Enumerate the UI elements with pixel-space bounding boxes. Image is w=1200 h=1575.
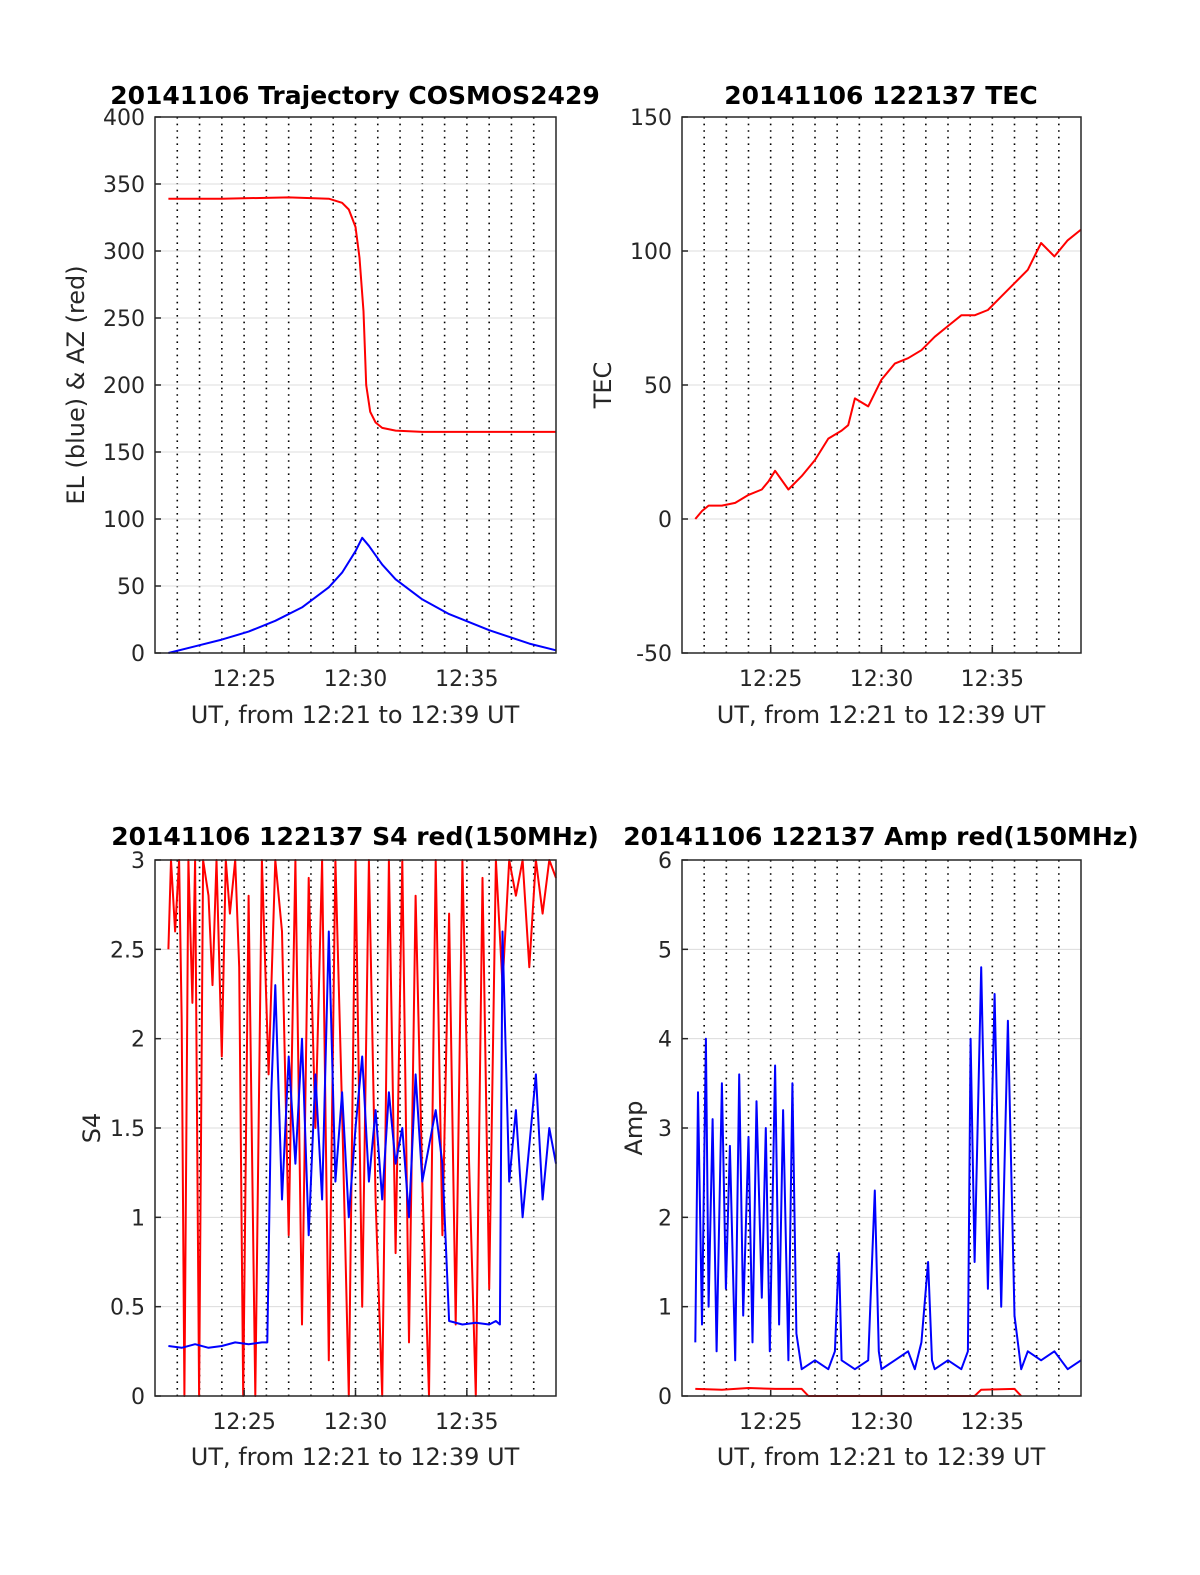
y-axis-label: TEC xyxy=(589,362,617,410)
series-group xyxy=(168,196,557,654)
x-tick-label: 12:35 xyxy=(961,1410,1024,1435)
x-tick-label: 12:25 xyxy=(739,1410,802,1435)
ticks: -50 0 50 100 150 12:25 12:30 12:35 xyxy=(630,106,1024,692)
y-tick-label: 0 xyxy=(131,642,145,667)
y-tick-label: 50 xyxy=(117,575,145,600)
y-tick-label: 2 xyxy=(131,1028,145,1053)
panel-title: 20141106 122137 TEC xyxy=(724,81,1037,110)
y-tick-label: 300 xyxy=(103,240,145,265)
x-axis-label: UT, from 12:21 to 12:39 UT xyxy=(717,1443,1046,1471)
y-tick-label: 5 xyxy=(658,938,672,963)
series-line-2 xyxy=(168,930,557,1349)
x-tick-label: 12:25 xyxy=(212,667,275,692)
y-tick-label: 150 xyxy=(103,441,145,466)
y-tick-label: 200 xyxy=(103,374,145,399)
y-tick-label: 1 xyxy=(658,1296,672,1321)
x-tick-label: 12:35 xyxy=(435,667,498,692)
s4-panel: 20141106 122137 S4 red(150MHz) 0 0.5 1 1.5 2… xyxy=(78,822,599,1471)
y-tick-label: 150 xyxy=(630,106,672,131)
x-tick-label: 12:30 xyxy=(324,1410,387,1435)
y-tick-label: 3 xyxy=(658,1117,672,1142)
y-tick-label: 50 xyxy=(644,374,672,399)
y-axis-label: S4 xyxy=(78,1113,106,1144)
y-tick-label: 1.5 xyxy=(110,1117,145,1142)
series-line-2 xyxy=(168,536,557,654)
x-axis-label: UT, from 12:21 to 12:39 UT xyxy=(191,1443,520,1471)
grid xyxy=(682,116,1081,654)
amp-panel: 20141106 122137 Amp red(150MHz) 0 1 2 3 4 5 6 1… xyxy=(620,822,1139,1471)
y-tick-label: 2 xyxy=(658,1206,672,1231)
series-group xyxy=(694,966,1082,1397)
x-tick-label: 12:25 xyxy=(212,1410,275,1435)
y-tick-label: 2.5 xyxy=(110,938,145,963)
x-tick-label: 12:35 xyxy=(435,1410,498,1435)
y-tick-label: 0 xyxy=(658,1385,672,1410)
panel-title: 20141106 122137 S4 red(150MHz) xyxy=(111,822,599,851)
y-tick-label: 250 xyxy=(103,307,145,332)
grid xyxy=(682,859,1081,1397)
x-axis-label: UT, from 12:21 to 12:39 UT xyxy=(717,701,1046,729)
x-tick-label: 12:35 xyxy=(961,667,1024,692)
y-tick-label: 4 xyxy=(658,1028,672,1053)
grid xyxy=(155,116,556,654)
panel-title: 20141106 122137 Amp red(150MHz) xyxy=(623,822,1139,851)
x-axis-label: UT, from 12:21 to 12:39 UT xyxy=(191,701,520,729)
y-tick-label: 6 xyxy=(658,849,672,874)
y-tick-label: -50 xyxy=(636,642,672,667)
x-tick-label: 12:30 xyxy=(850,667,913,692)
series-line-1 xyxy=(168,196,556,433)
ticks: 0 1 2 3 4 5 6 12:25 12:30 12:35 xyxy=(658,849,1024,1435)
panel-title: 20141106 Trajectory COSMOS2429 xyxy=(110,81,600,110)
series-group xyxy=(694,228,1082,520)
x-tick-label: 12:30 xyxy=(850,1410,913,1435)
y-tick-label: 3 xyxy=(131,849,145,874)
series-line-2 xyxy=(695,1387,1022,1397)
y-tick-label: 350 xyxy=(103,173,145,198)
ticks: 0 0.5 1 1.5 2 2.5 3 12:25 12:30 12:35 xyxy=(110,849,499,1435)
y-tick-label: 400 xyxy=(103,106,145,131)
tec-panel: 20141106 122137 TEC -50 0 50 100 150 12:25 12:… xyxy=(589,81,1082,729)
series-line-1 xyxy=(694,228,1082,520)
y-tick-label: 100 xyxy=(103,508,145,533)
trajectory-panel: 20141106 Trajectory COSMOS2429 0 50 100 150… xyxy=(62,81,600,729)
ticks: 0 50 100 150 200 250 300 350 400 12:25 12:30 12:35 xyxy=(103,106,499,692)
y-tick-label: 100 xyxy=(630,240,672,265)
y-tick-label: 0 xyxy=(658,508,672,533)
y-tick-label: 0 xyxy=(131,1385,145,1410)
y-axis-label: EL (blue) & AZ (red) xyxy=(62,265,90,504)
y-tick-label: 0.5 xyxy=(110,1296,145,1321)
x-tick-label: 12:30 xyxy=(324,667,387,692)
x-tick-label: 12:25 xyxy=(739,667,802,692)
y-tick-label: 1 xyxy=(131,1206,145,1231)
y-axis-label: Amp xyxy=(620,1100,648,1155)
series-line-1 xyxy=(694,966,1082,1371)
